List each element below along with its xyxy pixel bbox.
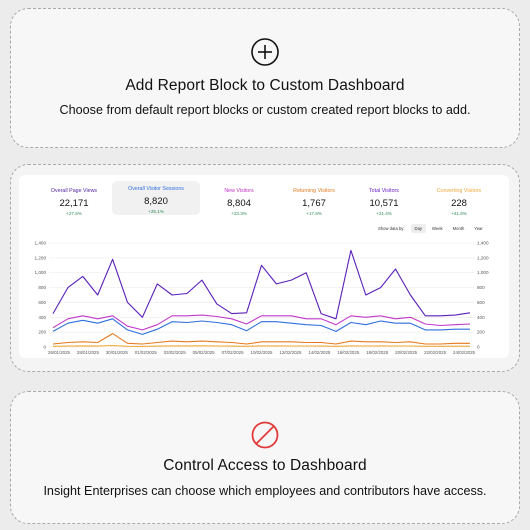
x-tick-label: 01/02/2025 xyxy=(135,350,158,355)
y-tick-label-left: 1,000 xyxy=(35,270,47,275)
data-range-selector: Show data by: Day Week Month Year xyxy=(374,223,489,234)
x-tick-label: 12/02/2025 xyxy=(279,350,302,355)
x-tick-label: 07/02/2025 xyxy=(222,350,245,355)
stat-delta: +41.6% xyxy=(451,211,467,216)
option-day[interactable]: Day xyxy=(410,224,426,233)
series-line xyxy=(52,314,471,331)
y-tick-label-left: 400 xyxy=(38,315,46,320)
add-report-block-card[interactable]: Add Report Block to Custom Dashboard Cho… xyxy=(10,8,520,148)
x-tick-label: 05/02/2025 xyxy=(193,350,216,355)
y-tick-label-left: 800 xyxy=(38,285,46,290)
y-tick-label-right: 1,400 xyxy=(477,241,489,246)
y-tick-label-left: 1,200 xyxy=(35,255,47,260)
stat-tile[interactable]: Overall Visitor Sessions 8,820 +25.1% xyxy=(112,181,200,215)
y-tick-label-right: 400 xyxy=(477,315,485,320)
stat-label: Overall Visitor Sessions xyxy=(128,186,184,192)
line-chart: 0 0 200 200 400 400 600 600 800 800 1,000 1,000 1,20… xyxy=(35,241,489,356)
stat-value: 8,820 xyxy=(144,196,168,207)
analytics-panel: Overall Page Views 22,171 +27.5% Overall Vi… xyxy=(19,175,509,358)
add-block-title: Add Report Block to Custom Dashboard xyxy=(125,77,405,94)
stat-value: 228 xyxy=(451,198,467,209)
access-title: Control Access to Dashboard xyxy=(163,457,367,474)
x-tick-label: 18/02/2025 xyxy=(366,350,389,355)
x-tick-label: 30/01/2025 xyxy=(106,350,129,355)
stat-tile[interactable]: Converting Visitors 228 +41.6% xyxy=(419,183,499,216)
add-block-description: Choose from default report blocks or cus… xyxy=(59,103,471,117)
series-line xyxy=(52,333,470,345)
stat-label: Returning Visitors xyxy=(293,188,335,194)
stat-delta: +27.5% xyxy=(66,211,82,216)
plus-circle-icon[interactable] xyxy=(250,37,280,72)
stat-tile[interactable]: Returning Visitors 1,767 +17.6% xyxy=(274,183,354,216)
y-tick-label-left: 200 xyxy=(38,330,46,335)
y-tick-label-right: 0 xyxy=(477,345,480,350)
series-line xyxy=(52,249,471,320)
stat-tile[interactable]: New Visitors 8,804 +23.3% xyxy=(199,183,279,216)
access-description: Insight Enterprises can choose which emp… xyxy=(43,484,487,498)
stat-label: Total Visitors xyxy=(369,188,399,194)
stat-tile[interactable]: Overall Page Views 22,171 +27.5% xyxy=(34,183,114,216)
x-tick-label: 28/01/2025 xyxy=(77,350,100,355)
control-access-card[interactable]: Control Access to Dashboard Insight Ente… xyxy=(10,391,520,524)
x-tick-label: 24/02/2025 xyxy=(453,350,476,355)
option-week[interactable]: Week xyxy=(432,226,443,231)
x-tick-label: 16/02/2025 xyxy=(337,350,360,355)
show-data-label: Show data by: xyxy=(378,226,405,231)
x-tick-label: 22/02/2025 xyxy=(424,350,447,355)
y-tick-label-left: 0 xyxy=(43,345,46,350)
stat-tile[interactable]: Total Visitors 10,571 +21.4% xyxy=(344,183,424,216)
series-line xyxy=(52,318,470,335)
stat-label: Overall Page Views xyxy=(50,188,98,194)
x-tick-label: 03/02/2025 xyxy=(164,350,187,355)
stat-value: 22,171 xyxy=(59,198,89,209)
y-tick-label-right: 1,200 xyxy=(477,255,489,260)
stat-label: Converting Visitors xyxy=(436,188,482,194)
series-line xyxy=(52,344,470,347)
prohibited-icon[interactable] xyxy=(250,420,280,455)
x-tick-label: 10/02/2025 xyxy=(251,350,274,355)
y-tick-label-left: 1,400 xyxy=(35,241,47,246)
y-tick-label-right: 600 xyxy=(477,300,485,305)
stat-value: 1,767 xyxy=(302,198,326,209)
stat-delta: +21.4% xyxy=(376,211,392,216)
stat-label: New Visitors xyxy=(224,188,254,194)
y-tick-label-right: 800 xyxy=(477,285,485,290)
option-year[interactable]: Year xyxy=(474,226,483,231)
y-tick-label-left: 600 xyxy=(38,300,46,305)
stat-value: 10,571 xyxy=(369,198,399,209)
stat-delta: +17.6% xyxy=(306,211,322,216)
x-tick-label: 14/02/2025 xyxy=(308,350,331,355)
y-tick-label-right: 200 xyxy=(477,330,485,335)
option-month[interactable]: Month xyxy=(452,226,465,231)
y-tick-label-right: 1,000 xyxy=(477,270,489,275)
x-tick-label: 20/02/2025 xyxy=(395,350,418,355)
stat-delta: +23.3% xyxy=(231,211,247,216)
x-tick-label: 26/01/2025 xyxy=(48,350,71,355)
stat-delta: +25.1% xyxy=(148,209,164,214)
stat-value: 8,804 xyxy=(227,198,251,209)
